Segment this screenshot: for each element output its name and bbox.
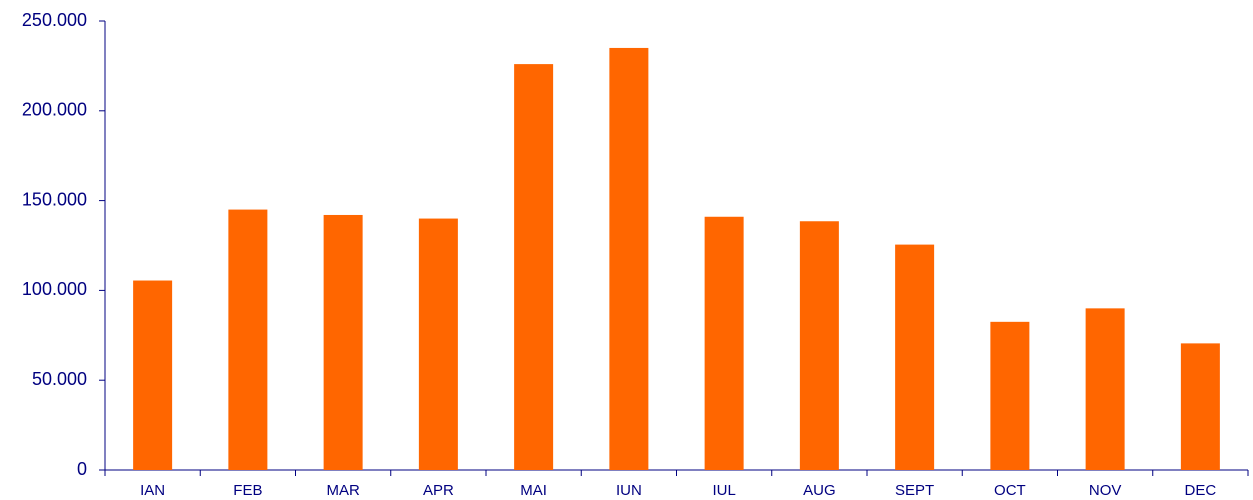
bar-aug: [799, 221, 839, 470]
x-tick-label: MAR: [326, 482, 360, 499]
bar-feb: [228, 209, 268, 470]
x-tick-label: DEC: [1185, 482, 1217, 499]
bar-oct: [990, 321, 1030, 470]
y-axis: 0 50.000 100.000 150.000 200.000 250.000: [22, 10, 106, 479]
bar-iul: [704, 216, 744, 470]
bars: [133, 47, 1220, 470]
x-tick-label: FEB: [233, 482, 262, 499]
bar-apr: [418, 218, 458, 470]
x-tick-label: IUN: [616, 482, 642, 499]
bar-dec: [1180, 343, 1220, 470]
x-axis: IAN FEB MAR APR MAI IUN IUL AUG SEPT OCT NOV DEC: [104, 469, 1249, 499]
bar-nov: [1085, 308, 1125, 470]
bar-mai: [514, 64, 554, 470]
x-tick-label: MAI: [520, 482, 547, 499]
y-tick-label: 50.000: [32, 369, 87, 389]
x-tick-label: SEPT: [895, 482, 934, 499]
bar-mar: [323, 214, 363, 470]
x-tick-label: AUG: [803, 482, 836, 499]
bar-ian: [133, 280, 173, 470]
y-tick-label: 100.000: [22, 279, 87, 299]
y-tick-label: 200.000: [22, 100, 87, 120]
x-tick-label: IAN: [140, 482, 165, 499]
bar-sept: [895, 244, 935, 470]
y-tick-label: 0: [77, 459, 87, 479]
x-tick-label: IUL: [712, 482, 735, 499]
y-tick-label: 150.000: [22, 189, 87, 209]
y-tick-label: 250.000: [22, 10, 87, 30]
bar-iun: [609, 47, 649, 470]
x-tick-label: NOV: [1089, 482, 1122, 499]
x-tick-label: APR: [423, 482, 454, 499]
x-tick-label: OCT: [994, 482, 1026, 499]
